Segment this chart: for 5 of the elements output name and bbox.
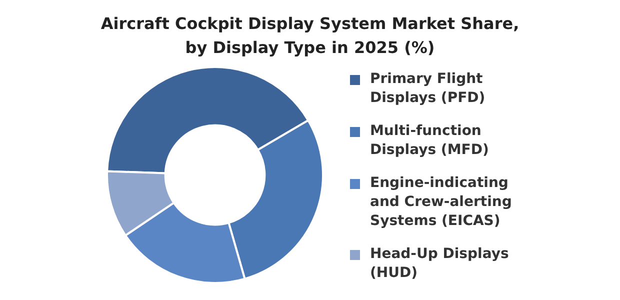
legend-label: Engine-indicating and Crew-alerting Systems (EICAS) (370, 174, 513, 231)
legend-label: Primary Flight Displays (PFD) (370, 70, 486, 108)
legend-label: Multi-function Displays (MFD) (370, 122, 490, 160)
chart-title: Aircraft Cockpit Display System Market Share, by Display Type in 2025 (%) (100, 13, 520, 59)
legend-label: Head-Up Displays (HUD) (370, 245, 510, 283)
